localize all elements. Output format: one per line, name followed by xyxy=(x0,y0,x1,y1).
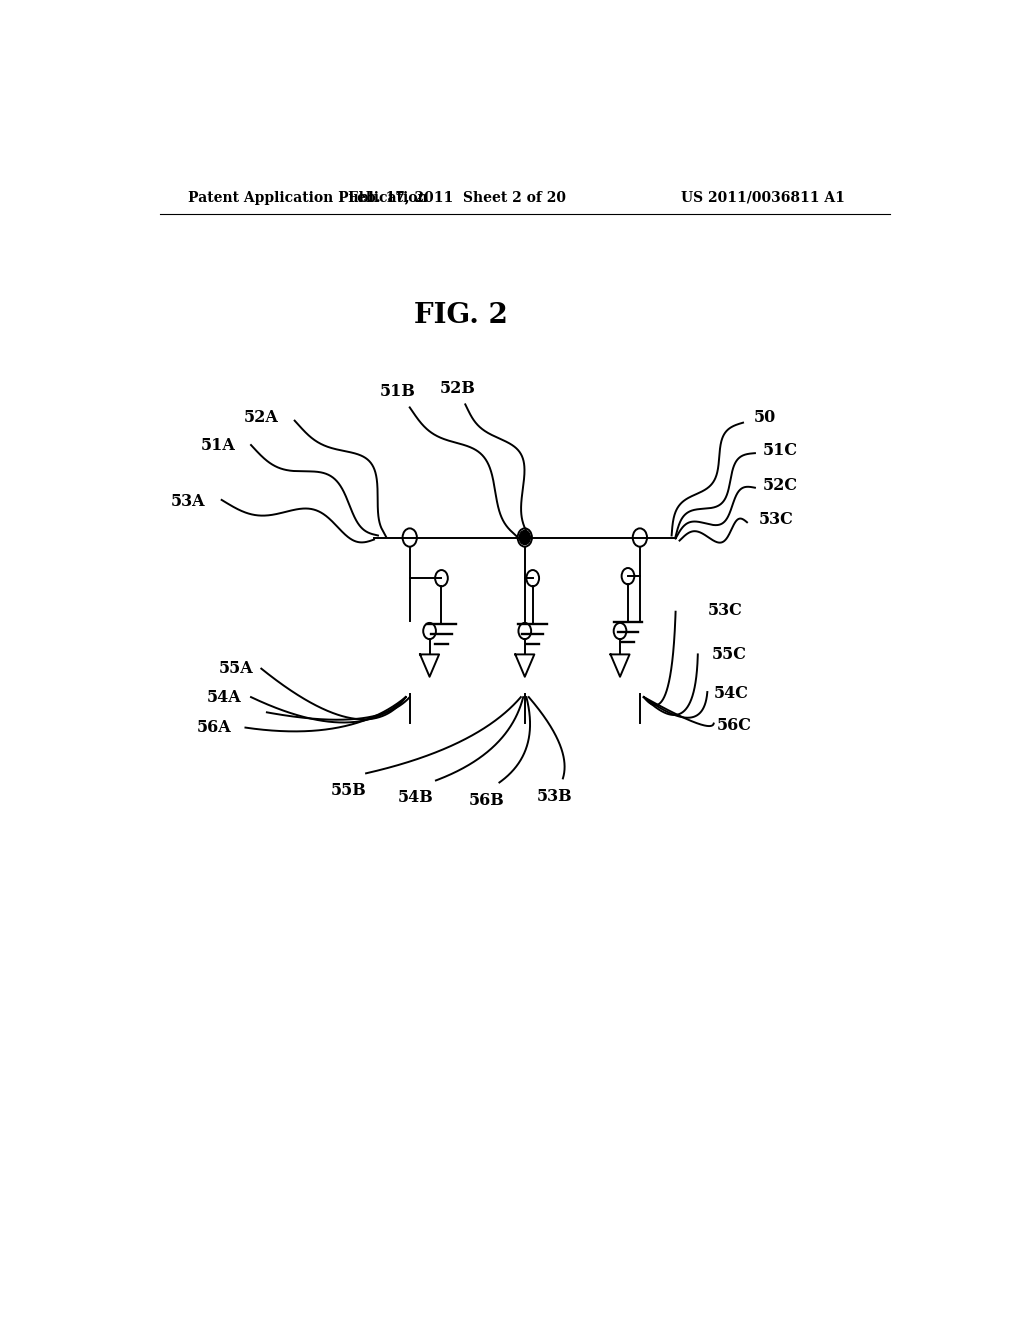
Text: US 2011/0036811 A1: US 2011/0036811 A1 xyxy=(681,190,845,205)
Text: 53C: 53C xyxy=(708,602,742,619)
Text: 50: 50 xyxy=(754,409,775,426)
Text: 53B: 53B xyxy=(538,788,572,805)
Text: Patent Application Publication: Patent Application Publication xyxy=(187,190,427,205)
Text: 52A: 52A xyxy=(244,409,279,426)
Text: 54C: 54C xyxy=(714,685,749,701)
Text: 56C: 56C xyxy=(717,717,752,734)
Text: 56B: 56B xyxy=(469,792,505,809)
Text: 53C: 53C xyxy=(759,511,794,528)
Text: 51A: 51A xyxy=(201,437,236,454)
Text: 55C: 55C xyxy=(712,645,746,663)
Text: 51C: 51C xyxy=(763,442,798,458)
Text: 55A: 55A xyxy=(219,660,253,677)
Text: 52B: 52B xyxy=(439,380,475,397)
Text: 52C: 52C xyxy=(763,478,798,494)
Text: 54B: 54B xyxy=(397,788,433,805)
Text: 53A: 53A xyxy=(171,494,206,511)
Text: 51B: 51B xyxy=(380,383,416,400)
Text: Feb. 17, 2011  Sheet 2 of 20: Feb. 17, 2011 Sheet 2 of 20 xyxy=(348,190,566,205)
Text: FIG. 2: FIG. 2 xyxy=(415,302,508,330)
Text: 54A: 54A xyxy=(207,689,242,706)
Circle shape xyxy=(519,531,530,545)
Text: 55B: 55B xyxy=(331,783,367,800)
Text: 56A: 56A xyxy=(197,719,231,737)
